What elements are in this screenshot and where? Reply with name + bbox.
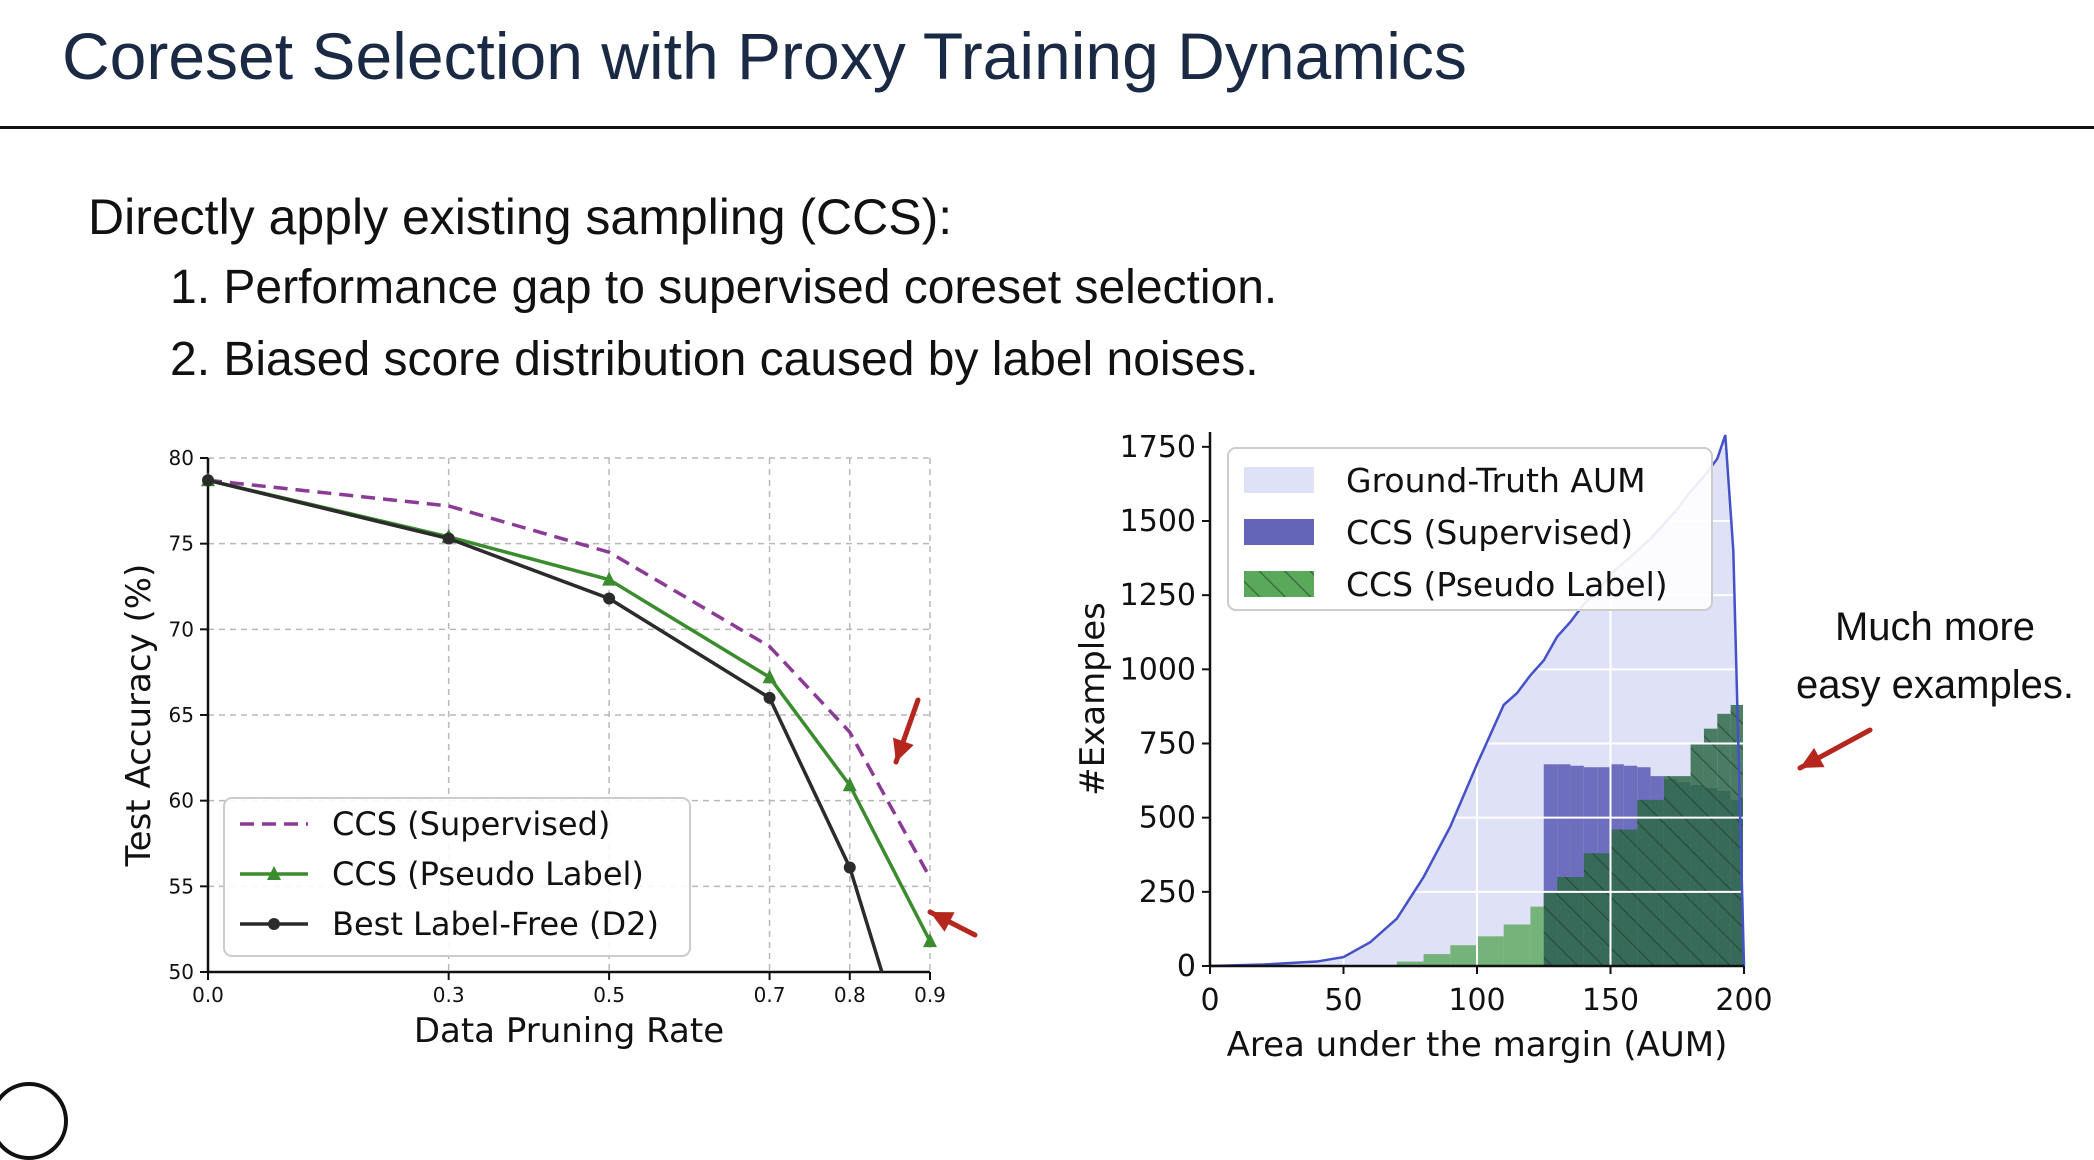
y-axis-label: #Examples bbox=[1073, 602, 1113, 796]
arrow-head bbox=[930, 912, 955, 932]
pseudo-label-bar bbox=[1530, 906, 1544, 966]
charts-canvas: 0.0 0.3 0.5 0.7 0.8 0.9 50 55 60 65 70 75 80 Data Pru… bbox=[119, 430, 1873, 1065]
series-best-label-free-line bbox=[207, 478, 884, 973]
annotation-note-line-1: Much more bbox=[1834, 605, 2036, 649]
x-tick-label: 0.7 bbox=[754, 983, 786, 1007]
pseudo-label-hatch bbox=[1637, 799, 1664, 966]
legend-marker bbox=[267, 866, 281, 880]
arrow-head bbox=[1800, 747, 1825, 768]
y-tick-label: 70 bbox=[169, 617, 194, 641]
x-tick-label: 0 bbox=[1200, 983, 1219, 1018]
legend-box bbox=[223, 797, 691, 957]
x-tick-label: 0.8 bbox=[834, 983, 866, 1007]
series-best-label-free-point bbox=[763, 691, 776, 704]
y-tick-label: 750 bbox=[1139, 727, 1196, 762]
series-ccs-supervised-line bbox=[207, 478, 932, 879]
pseudo-label-hatch bbox=[1717, 713, 1731, 966]
y-tick-label: 65 bbox=[169, 703, 194, 727]
x-axis-label: Area under the margin (AUM) bbox=[1227, 1025, 1728, 1065]
y-tick-label: 500 bbox=[1139, 801, 1196, 836]
y-tick-label: 55 bbox=[169, 874, 194, 898]
y-tick-label: 0 bbox=[1177, 949, 1196, 984]
title-divider bbox=[0, 126, 2094, 129]
y-tick-label: 1750 bbox=[1120, 430, 1196, 465]
arrow-head bbox=[892, 737, 914, 762]
bullet-item-2: 2. Biased score distribution caused by l… bbox=[170, 333, 1259, 386]
pseudo-label-hatch bbox=[1703, 728, 1718, 966]
bullet-item-1: 1. Performance gap to supervised coreset… bbox=[170, 261, 1278, 314]
legend-label: CCS (Supervised) bbox=[1346, 513, 1633, 552]
y-tick-label: 1500 bbox=[1120, 504, 1196, 539]
series-best-label-free-point bbox=[603, 592, 616, 605]
legend-label: CCS (Pseudo Label) bbox=[1346, 565, 1668, 604]
annotation-arrows bbox=[892, 697, 1873, 938]
legend-label: CCS (Supervised) bbox=[332, 805, 610, 843]
legend-swatch bbox=[1244, 467, 1314, 493]
pseudo-label-bar bbox=[1503, 924, 1531, 966]
y-tick-label: 80 bbox=[169, 446, 194, 470]
x-tick-label: 150 bbox=[1582, 983, 1639, 1018]
slide-title: Coreset Selection with Proxy Training Dy… bbox=[62, 19, 1467, 93]
legend-marker bbox=[268, 918, 280, 930]
pseudo-label-bar bbox=[1477, 936, 1504, 966]
pseudo-label-hatch bbox=[1663, 776, 1691, 966]
y-axis-label: Test Accuracy (%) bbox=[119, 564, 159, 868]
annotation-note: Much more easy examples. bbox=[1790, 598, 2080, 714]
x-tick-label: 200 bbox=[1715, 983, 1772, 1018]
x-tick-label: 0.3 bbox=[433, 983, 465, 1007]
legend-label: CCS (Pseudo Label) bbox=[332, 855, 644, 893]
pseudo-label-hatch bbox=[1583, 853, 1611, 966]
y-tick-label: 1000 bbox=[1120, 652, 1196, 687]
y-tick-label: 1250 bbox=[1120, 578, 1196, 613]
x-axis-label: Data Pruning Rate bbox=[414, 1011, 724, 1051]
x-tick-label: 100 bbox=[1448, 983, 1505, 1018]
y-tick-label: 50 bbox=[169, 960, 194, 984]
legend-label: Ground-Truth AUM bbox=[1346, 461, 1646, 500]
legend-label: Best Label-Free (D2) bbox=[332, 905, 659, 943]
pseudo-label-hatch bbox=[1690, 743, 1704, 966]
x-tick-label: 0.9 bbox=[914, 983, 946, 1007]
series-ccs-pseudo-label-point bbox=[842, 777, 857, 792]
series-ccs-pseudo-label-point bbox=[762, 669, 777, 684]
pruning-rate-chart: 0.0 0.3 0.5 0.7 0.8 0.9 50 55 60 65 70 75 80 Data Pru… bbox=[119, 446, 946, 1051]
y-tick-label: 75 bbox=[169, 532, 194, 556]
series-best-label-free-point bbox=[442, 532, 455, 545]
aum-histogram-chart: 0 50 100 150 200 0 250 500 750 1000 1250 1500 1750 Ar… bbox=[1073, 430, 1773, 1065]
x-tick-label: 50 bbox=[1324, 983, 1362, 1018]
annotation-note-line-2: easy examples. bbox=[1796, 663, 2074, 707]
y-tick-label: 60 bbox=[169, 789, 194, 813]
pseudo-label-hatch bbox=[1543, 891, 1558, 966]
pseudo-label-bar bbox=[1423, 954, 1451, 966]
legend-swatch-hatch bbox=[1244, 571, 1314, 597]
series-best-label-free-point bbox=[843, 861, 856, 874]
pseudo-label-bar bbox=[1396, 961, 1424, 966]
series-ccs-pseudo-label-point bbox=[602, 571, 617, 586]
y-tick-label: 250 bbox=[1139, 875, 1196, 910]
x-tick-label: 0.5 bbox=[593, 983, 625, 1007]
series-best-label-free-point bbox=[202, 474, 214, 487]
legend-swatch bbox=[1244, 519, 1314, 545]
x-tick-label: 0.0 bbox=[192, 983, 224, 1007]
pseudo-label-hatch bbox=[1557, 877, 1584, 966]
pseudo-label-hatch bbox=[1730, 704, 1744, 966]
legend-box bbox=[1227, 447, 1713, 611]
bullet-heading: Directly apply existing sampling (CCS): bbox=[88, 189, 953, 245]
pseudo-label-bar bbox=[1450, 945, 1477, 966]
series-ccs-pseudo-label-point bbox=[923, 933, 937, 948]
pseudo-label-hatch bbox=[1610, 829, 1638, 966]
